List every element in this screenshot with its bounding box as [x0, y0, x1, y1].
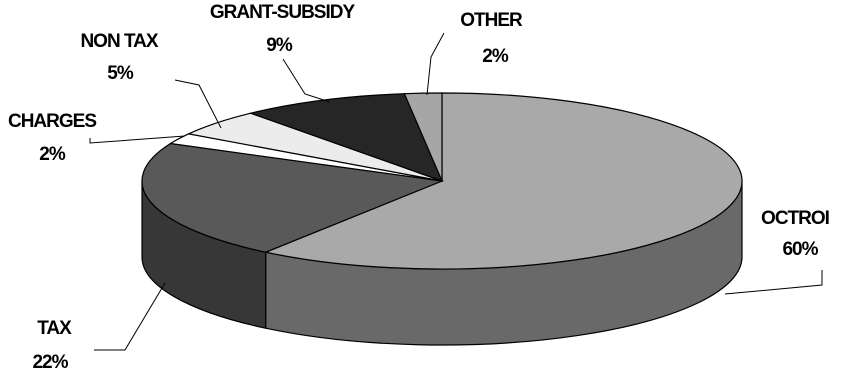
leader-line-non-tax	[174, 79, 222, 129]
leader-line-octroi	[724, 270, 823, 295]
slice-label-other: OTHER	[460, 10, 523, 31]
leader-line-charges	[89, 135, 186, 144]
slice-labels: OCTROI 60% TAX 22% CHARGES 2% NON TAX 5% GRANT-S…	[8, 2, 831, 373]
leader-lines	[89, 32, 823, 351]
slice-label-octroi: OCTROI	[761, 208, 830, 229]
slice-label-charges: CHARGES	[8, 111, 96, 132]
leader-line-tax	[94, 282, 166, 351]
slice-percent-non-tax: 5%	[107, 63, 134, 84]
slice-other	[403, 92, 443, 182]
slice-percent-grant-subsidy: 9%	[266, 35, 293, 56]
slice-percent-other: 2%	[482, 46, 509, 67]
slice-label-non-tax: NON TAX	[80, 31, 158, 52]
slice-label-grant-subsidy: GRANT-SUBSIDY	[210, 2, 356, 23]
slice-octroi	[263, 92, 743, 270]
slice-label-tax: TAX	[37, 318, 72, 339]
pie-top-faces	[141, 92, 743, 270]
leader-line-grant-subsidy	[282, 58, 331, 103]
leader-line-other	[426, 32, 445, 96]
slice-percent-octroi: 60%	[782, 239, 818, 260]
slice-percent-tax: 22%	[32, 352, 68, 373]
slice-percent-charges: 2%	[39, 144, 66, 165]
